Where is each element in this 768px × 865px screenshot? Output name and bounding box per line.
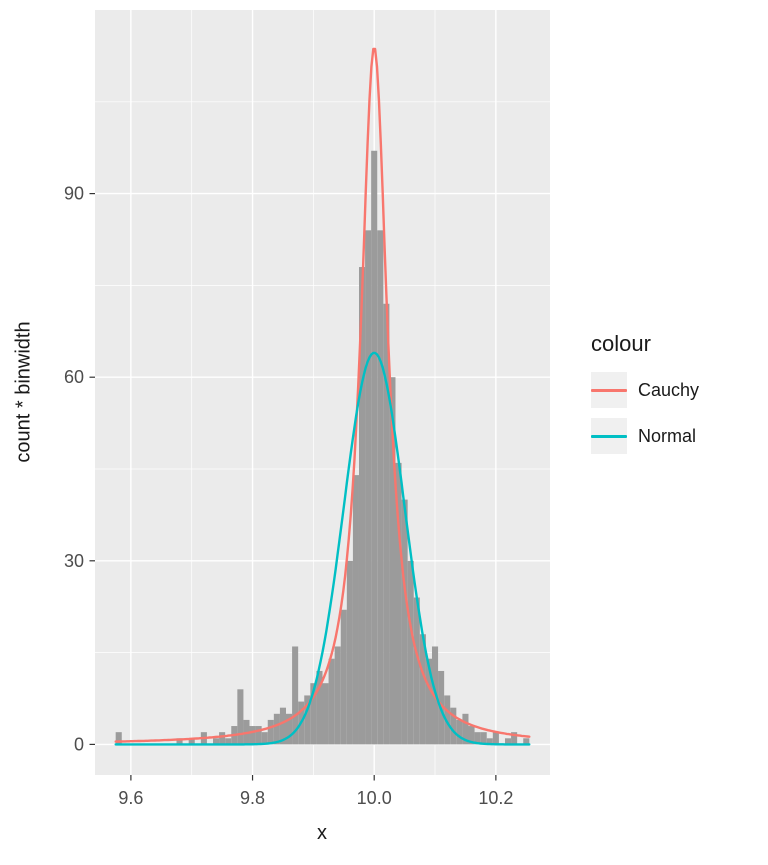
y-tick-label: 0 xyxy=(74,734,84,754)
histogram-bar xyxy=(213,738,220,745)
legend-label-normal: Normal xyxy=(638,425,697,446)
histogram-bar xyxy=(334,646,341,745)
histogram-bar xyxy=(237,689,244,745)
histogram-bar xyxy=(523,738,530,745)
y-tick-label: 30 xyxy=(64,551,84,571)
histogram-bar xyxy=(377,230,384,745)
histogram-bar xyxy=(267,719,274,745)
y-tick-label: 60 xyxy=(64,367,84,387)
plot-panel xyxy=(95,10,550,775)
histogram-bar xyxy=(468,726,475,745)
histogram-bar xyxy=(352,475,359,745)
histogram-bar xyxy=(365,230,372,745)
histogram-bar xyxy=(316,670,323,745)
histogram-bar xyxy=(176,738,183,745)
normal-line-swatch xyxy=(591,434,627,438)
histogram-bar xyxy=(310,683,317,745)
histogram-bar xyxy=(425,658,432,745)
normal-curve xyxy=(114,351,531,746)
histogram-bar xyxy=(383,303,390,745)
legend-key-normal xyxy=(591,418,627,454)
histogram-bar xyxy=(504,738,512,745)
histogram-bar xyxy=(480,732,487,745)
cauchy-line-swatch xyxy=(591,388,627,392)
histogram-bar xyxy=(371,150,378,745)
histogram-bar xyxy=(413,597,420,745)
x-tick-label: 9.6 xyxy=(118,788,143,808)
legend-label-cauchy: Cauchy xyxy=(638,379,700,400)
histogram-bar xyxy=(188,738,195,745)
legend-key-cauchy xyxy=(591,372,627,408)
histogram-bar xyxy=(292,646,299,745)
histogram-bar xyxy=(401,499,408,745)
histogram-bar xyxy=(255,726,262,745)
histogram-bar xyxy=(304,695,311,745)
histogram-bar xyxy=(450,707,457,745)
legend-item-normal: Normal xyxy=(591,418,699,454)
histogram-bar xyxy=(286,713,293,745)
histogram-bar xyxy=(328,658,335,745)
histogram-bar xyxy=(225,738,232,745)
histogram-bar xyxy=(322,683,329,745)
x-axis-title: x xyxy=(317,822,327,844)
x-tick-label: 10.2 xyxy=(478,788,513,808)
histogram-bar xyxy=(219,732,226,745)
histogram-bar xyxy=(407,560,414,745)
histogram-bar xyxy=(419,634,426,745)
x-tick-label: 9.8 xyxy=(240,788,265,808)
histogram-bar xyxy=(389,377,396,745)
cauchy-curve xyxy=(114,47,531,743)
legend-item-cauchy: Cauchy xyxy=(591,372,699,408)
histogram-bar xyxy=(279,707,286,745)
histogram-bar xyxy=(456,719,463,745)
histogram-bar xyxy=(340,609,347,745)
legend: colour Cauchy Normal xyxy=(591,331,699,464)
histogram-bar xyxy=(492,732,499,745)
histogram-bar xyxy=(359,267,366,745)
x-tick-label: 10.0 xyxy=(357,788,392,808)
histogram-bar xyxy=(462,713,469,745)
histogram-bar xyxy=(273,713,280,745)
legend-title: colour xyxy=(591,331,651,356)
histogram-bar xyxy=(486,738,493,745)
histogram-bar xyxy=(261,732,268,745)
histogram-bar xyxy=(474,732,481,745)
histogram-bar xyxy=(115,732,122,745)
histogram-bar xyxy=(249,726,256,745)
histogram-bar xyxy=(346,560,353,745)
histogram-bar xyxy=(511,732,518,745)
y-axis-title: count * binwidth xyxy=(12,321,35,463)
y-tick-label: 90 xyxy=(64,184,84,204)
histogram-bar xyxy=(395,462,402,745)
